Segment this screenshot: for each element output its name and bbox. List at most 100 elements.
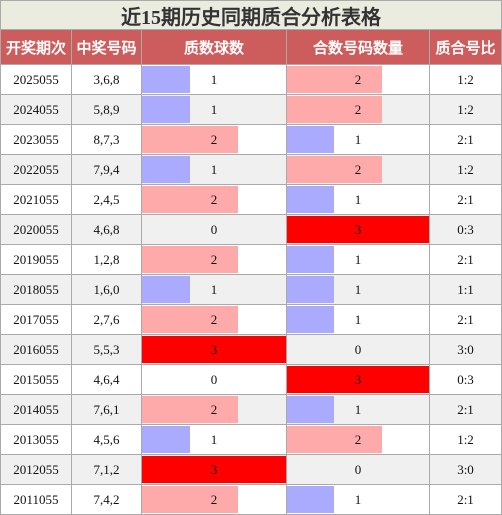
- cell-text: 2:1: [457, 311, 474, 327]
- cell: 1: [142, 425, 287, 455]
- cell: 7,9,4: [72, 155, 142, 185]
- cell-text: 1:1: [457, 281, 474, 297]
- cell: 3: [142, 455, 287, 485]
- cell-text: 1:2: [457, 161, 474, 177]
- cell-text: 4,5,6: [93, 431, 120, 447]
- cell-text: 1: [210, 281, 218, 297]
- cell: 2,4,5: [72, 185, 142, 215]
- cell-text: 1: [354, 281, 362, 297]
- count-bar: [142, 66, 190, 93]
- cell: 1: [287, 305, 430, 335]
- cell: 7,1,2: [72, 455, 142, 485]
- count-bar: [142, 276, 190, 303]
- cell: 3,6,8: [72, 65, 142, 95]
- cell-text: 1,2,8: [93, 251, 120, 267]
- cell-text: 2:1: [457, 251, 474, 267]
- cell: 0:3: [430, 365, 502, 395]
- cell-text: 2020055: [13, 221, 59, 237]
- cell: 2: [287, 95, 430, 125]
- cell-text: 2019055: [13, 251, 59, 267]
- cell-text: 2: [210, 491, 218, 507]
- cell-text: 2015055: [13, 371, 59, 387]
- cell-text: 0: [354, 341, 362, 357]
- cell: 2025055: [0, 65, 72, 95]
- count-bar: [142, 306, 238, 333]
- cell: 7,4,2: [72, 485, 142, 515]
- cell-text: 2: [210, 251, 218, 267]
- cell: 2: [287, 425, 430, 455]
- cell: 2012055: [0, 455, 72, 485]
- cell-text: 2:1: [457, 131, 474, 147]
- cell: 3:0: [430, 455, 502, 485]
- cell: 2014055: [0, 395, 72, 425]
- cell-text: 2014055: [13, 401, 59, 417]
- cell: 0: [142, 365, 287, 395]
- cell-text: 2013055: [13, 431, 59, 447]
- cell-text: 2: [354, 431, 362, 447]
- cell-text: 2:1: [457, 191, 474, 207]
- cell: 1:2: [430, 95, 502, 125]
- cell-text: 1: [210, 101, 218, 117]
- cell-text: 4,6,4: [93, 371, 120, 387]
- cell: 1: [142, 275, 287, 305]
- cell-text: 2: [210, 401, 218, 417]
- count-bar: [142, 126, 238, 153]
- cell: 2: [287, 155, 430, 185]
- count-bar: [287, 306, 335, 333]
- cell-text: 2:1: [457, 401, 474, 417]
- cell-text: 3: [210, 341, 218, 357]
- count-bar: [142, 486, 238, 513]
- cell: 2016055: [0, 335, 72, 365]
- cell: 2024055: [0, 95, 72, 125]
- cell-text: 1: [354, 131, 362, 147]
- cell-text: 1: [210, 71, 218, 87]
- count-bar: [142, 246, 238, 273]
- count-bar: [142, 186, 238, 213]
- cell-text: 0:3: [457, 221, 474, 237]
- cell: 8,7,3: [72, 125, 142, 155]
- cell: 0: [287, 455, 430, 485]
- cell: 1,2,8: [72, 245, 142, 275]
- count-bar: [287, 186, 335, 213]
- cell: 2022055: [0, 155, 72, 185]
- cell: 5,5,3: [72, 335, 142, 365]
- count-bar: [142, 336, 286, 363]
- count-bar: [287, 366, 429, 393]
- cell: 4,5,6: [72, 425, 142, 455]
- cell: 2017055: [0, 305, 72, 335]
- cell: 1: [287, 245, 430, 275]
- cell: 0: [287, 335, 430, 365]
- cell: 2018055: [0, 275, 72, 305]
- cell-text: 5,8,9: [93, 101, 120, 117]
- cell: 2: [287, 65, 430, 95]
- count-bar: [287, 396, 335, 423]
- cell-text: 2021055: [13, 191, 59, 207]
- cell-text: 1: [354, 491, 362, 507]
- cell-text: 7,4,2: [93, 491, 120, 507]
- cell-text: 1:2: [457, 431, 474, 447]
- cell-text: 2023055: [13, 131, 59, 147]
- cell: 1: [142, 95, 287, 125]
- cell: 1: [287, 125, 430, 155]
- count-bar: [287, 426, 382, 453]
- cell: 2:1: [430, 305, 502, 335]
- cell-text: 0: [210, 221, 218, 237]
- cell: 1: [287, 395, 430, 425]
- cell-text: 2012055: [13, 461, 59, 477]
- cell: 2: [142, 485, 287, 515]
- cell: 3: [287, 365, 430, 395]
- count-bar: [287, 126, 335, 153]
- cell: 1: [287, 185, 430, 215]
- cell: 0: [142, 215, 287, 245]
- cell: 7,6,1: [72, 395, 142, 425]
- cell-text: 7,1,2: [93, 461, 120, 477]
- cell: 1:2: [430, 65, 502, 95]
- cell-text: 1: [354, 311, 362, 327]
- cell-text: 2017055: [13, 311, 59, 327]
- cell-text: 3: [210, 461, 218, 477]
- cell: 2: [142, 245, 287, 275]
- cell: 3: [287, 215, 430, 245]
- cell-text: 2,4,5: [93, 191, 120, 207]
- cell-text: 2022055: [13, 161, 59, 177]
- cell: 4,6,8: [72, 215, 142, 245]
